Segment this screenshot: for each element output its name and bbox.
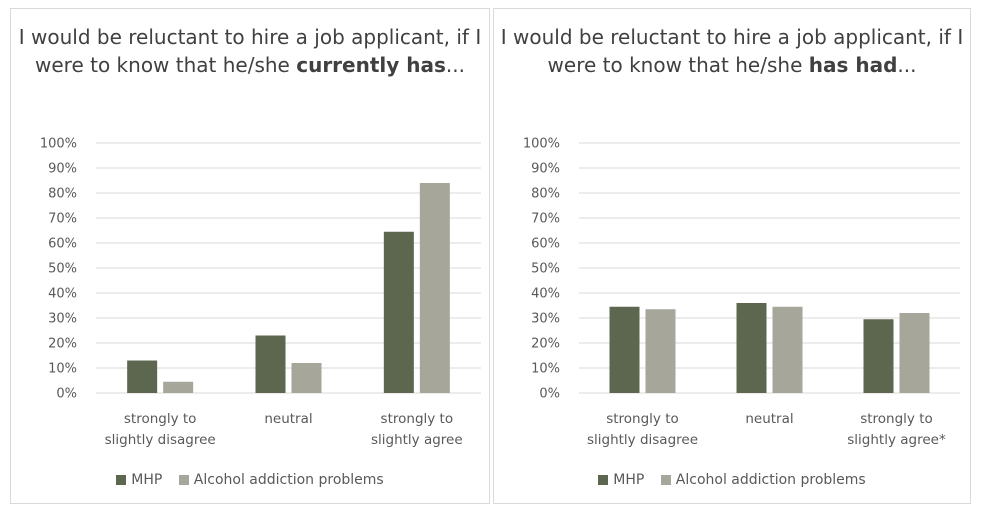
bar-mhp <box>736 303 767 393</box>
x-category-label: slightly agree <box>371 432 463 448</box>
y-tick-label: 10% <box>531 362 560 377</box>
chart-title: I would be reluctant to hire a job appli… <box>494 23 970 79</box>
x-category-label: neutral <box>264 411 312 427</box>
y-tick-label: 30% <box>48 312 77 327</box>
bar-chart: 0% 10% 20% 30% 40% 50% 60% 70% 80% 90% 100% strongl… <box>40 137 481 448</box>
y-tick-label: 70% <box>531 212 560 227</box>
legend-label: Alcohol addiction problems <box>675 472 866 488</box>
bar-mhp <box>127 360 158 393</box>
y-tick-label: 80% <box>48 187 77 202</box>
legend: MHP Alcohol addiction problems <box>11 472 489 488</box>
legend-swatch-mhp <box>598 475 609 485</box>
y-tick-label: 90% <box>531 162 560 177</box>
y-tick-label: 50% <box>48 262 77 277</box>
bar-alcohol <box>899 313 930 393</box>
chart-title-bold: has had <box>808 53 898 77</box>
legend-swatch-mhp <box>116 475 127 485</box>
legend-swatch-alcohol <box>178 475 189 485</box>
chart-title-suffix: ... <box>897 53 917 77</box>
legend: MHP Alcohol addiction problems <box>494 472 970 488</box>
x-category-label: strongly to <box>124 411 197 427</box>
x-category-label: strongly to <box>381 411 454 427</box>
chart-title-text: I would be reluctant to hire a job appli… <box>18 25 482 77</box>
y-tick-label: 100% <box>523 137 560 152</box>
bar-alcohol <box>772 306 803 393</box>
bar-mhp <box>863 319 894 393</box>
y-tick-label: 10% <box>48 362 77 377</box>
legend-item-mhp: MHP <box>598 472 644 488</box>
y-tick-label: 0% <box>56 387 77 402</box>
y-tick-label: 80% <box>531 187 560 202</box>
y-tick-label: 40% <box>531 287 560 302</box>
chart-panel-past: I would be reluctant to hire a job appli… <box>493 8 971 504</box>
bar-mhp <box>609 306 640 393</box>
bar-chart: 0% 10% 20% 30% 40% 50% 60% 70% 80% 90% 100% strongl… <box>523 137 960 448</box>
bar-alcohol <box>163 381 194 393</box>
y-tick-label: 0% <box>539 387 560 402</box>
y-tick-label: 20% <box>531 337 560 352</box>
y-tick-label: 70% <box>48 212 77 227</box>
y-tick-label: 30% <box>531 312 560 327</box>
legend-swatch-alcohol <box>660 475 671 485</box>
x-category-label: slightly agree* <box>847 432 946 448</box>
bar-mhp <box>383 231 414 393</box>
x-category-label: neutral <box>745 411 793 427</box>
y-tick-label: 90% <box>48 162 77 177</box>
legend-item-alcohol: Alcohol addiction problems <box>660 472 866 488</box>
legend-label: Alcohol addiction problems <box>193 472 384 488</box>
y-tick-label: 50% <box>531 262 560 277</box>
y-tick-label: 40% <box>48 287 77 302</box>
bar-mhp <box>255 335 286 393</box>
chart-title-bold: currently has <box>296 53 446 77</box>
x-category-label: slightly disagree <box>587 432 698 448</box>
legend-item-mhp: MHP <box>116 472 162 488</box>
bar-alcohol <box>645 309 676 393</box>
x-category-label: slightly disagree <box>105 432 216 448</box>
y-tick-label: 60% <box>531 237 560 252</box>
chart-panel-current: I would be reluctant to hire a job appli… <box>10 8 490 504</box>
bar-alcohol <box>419 183 450 393</box>
legend-item-alcohol: Alcohol addiction problems <box>178 472 384 488</box>
chart-title-suffix: ... <box>445 53 465 77</box>
chart-title: I would be reluctant to hire a job appli… <box>11 23 489 79</box>
bar-alcohol <box>291 363 322 393</box>
chart-title-text: I would be reluctant to hire a job appli… <box>500 25 964 77</box>
y-tick-label: 60% <box>48 237 77 252</box>
x-category-label: strongly to <box>606 411 679 427</box>
x-category-label: strongly to <box>860 411 933 427</box>
legend-label: MHP <box>613 472 645 488</box>
y-tick-label: 20% <box>48 337 77 352</box>
legend-label: MHP <box>131 472 163 488</box>
y-tick-label: 100% <box>40 137 77 152</box>
